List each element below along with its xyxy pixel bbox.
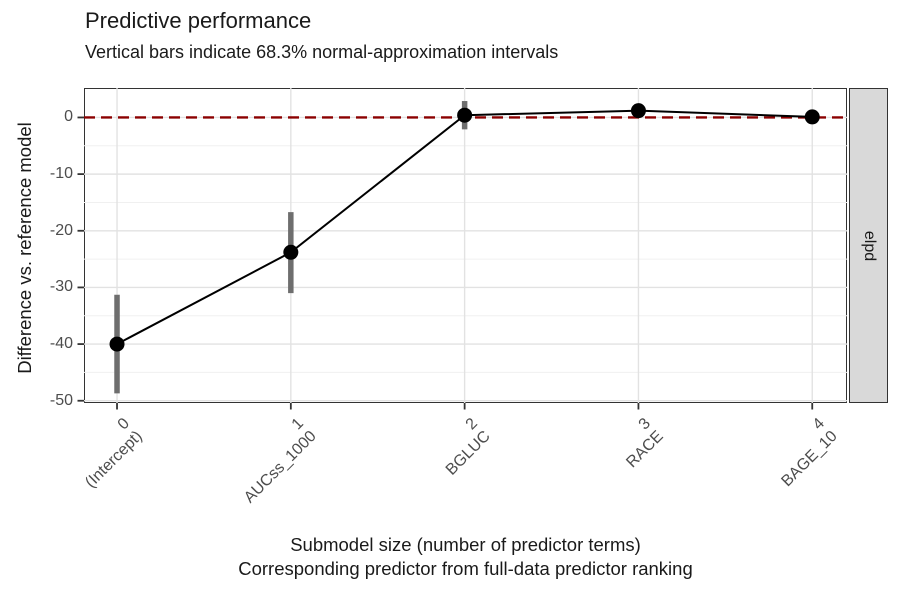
chart-title: Predictive performance bbox=[85, 8, 312, 33]
y-tick-label: -10 bbox=[49, 165, 73, 183]
plot-canvas bbox=[77, 87, 847, 409]
x-tick-label: 0 (Intercept) bbox=[0, 415, 146, 491]
y-tick-label: -50 bbox=[49, 391, 73, 409]
x-tick-label: 1 AUCss_1000 bbox=[125, 415, 320, 506]
plot-panel bbox=[77, 87, 847, 409]
chart-subtitle: Vertical bars indicate 68.3% normal-appr… bbox=[85, 42, 559, 62]
y-tick-label: 0 bbox=[64, 108, 73, 126]
x-tick-label: 4 BAGE_10 bbox=[646, 415, 841, 490]
facet-strip-label: elpd bbox=[860, 230, 878, 261]
y-tick-label: -40 bbox=[49, 335, 73, 353]
x-axis-title-line2: Corresponding predictor from full-data p… bbox=[238, 558, 693, 579]
facet-strip: elpd bbox=[849, 88, 888, 403]
x-axis-title: Submodel size (number of predictor terms… bbox=[84, 533, 847, 581]
x-tick-size: 4 bbox=[809, 415, 829, 434]
x-tick-size: 1 bbox=[288, 415, 307, 434]
x-tick-label: 2 BGLUC bbox=[299, 415, 493, 479]
x-tick-size: 2 bbox=[462, 415, 481, 434]
y-tick-label: -20 bbox=[49, 221, 73, 239]
x-tick-size: 3 bbox=[636, 415, 655, 434]
x-tick-label: 3 RACE bbox=[472, 415, 667, 471]
y-tick-label: -30 bbox=[49, 278, 73, 296]
x-tick-size: 0 bbox=[114, 415, 134, 434]
x-axis-title-line1: Submodel size (number of predictor terms… bbox=[290, 534, 641, 555]
